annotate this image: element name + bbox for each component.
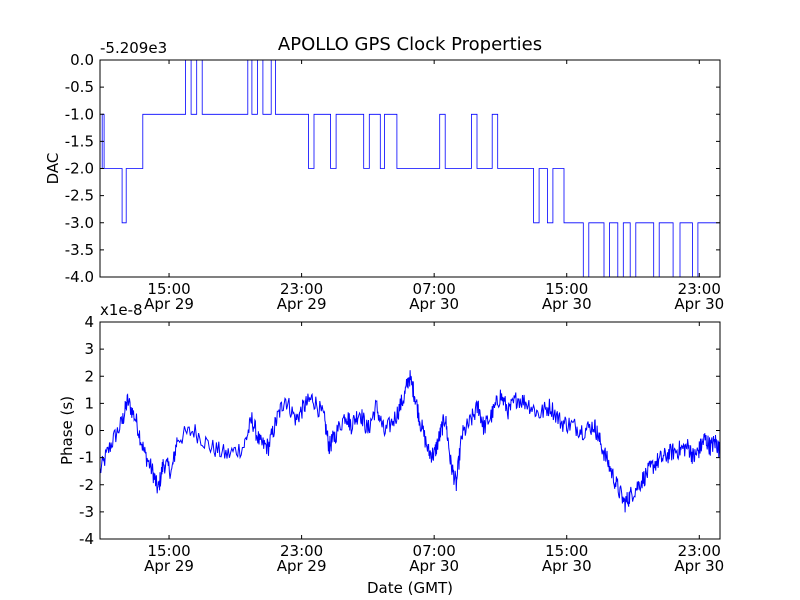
phase-x-tick-time: 15:00 bbox=[545, 542, 588, 560]
phase-x-tick-date: Apr 30 bbox=[674, 557, 724, 575]
phase-y-axis-label: Phase (s) bbox=[58, 396, 76, 465]
dac-y-tick-label: -3.0 bbox=[65, 214, 94, 232]
phase-x-tick-date: Apr 30 bbox=[409, 557, 459, 575]
phase-x-tick-time: 23:00 bbox=[678, 542, 721, 560]
phase-y-tick-label: -4 bbox=[79, 530, 94, 548]
dac-panel: 0.0 -0.5 -1.0 -1.5 -2.0 -2.5 -3.0 -3.5 -4.0 15:0… bbox=[44, 39, 724, 313]
x-axis-label: Date (GMT) bbox=[367, 579, 453, 597]
phase-y-tick-label: 3 bbox=[84, 340, 94, 358]
dac-x-tick-date: Apr 30 bbox=[674, 295, 724, 313]
chart-title: APOLLO GPS Clock Properties bbox=[278, 34, 542, 55]
dac-y-tick-label: 0.0 bbox=[70, 51, 94, 69]
phase-offset-label: x1e-8 bbox=[100, 301, 143, 319]
dac-y-tick-label: -4.0 bbox=[65, 268, 94, 286]
phase-x-tick-date: Apr 30 bbox=[542, 557, 592, 575]
dac-y-tick-label: -0.5 bbox=[65, 78, 94, 96]
phase-x-tick-time: 15:00 bbox=[147, 542, 190, 560]
dac-x-tick-time: 23:00 bbox=[678, 280, 721, 298]
dac-y-tick-label: -1.5 bbox=[65, 132, 94, 150]
dac-x-tick-time: 15:00 bbox=[545, 280, 588, 298]
dac-x-tick-time: 15:00 bbox=[147, 280, 190, 298]
phase-y-tick-label: 0 bbox=[84, 422, 94, 440]
phase-axes-frame bbox=[99, 321, 721, 540]
phase-x-tick-date: Apr 29 bbox=[277, 557, 327, 575]
dac-x-tick-date: Apr 30 bbox=[542, 295, 592, 313]
phase-x-tick-time: 23:00 bbox=[280, 542, 323, 560]
phase-series-line bbox=[99, 370, 721, 513]
phase-y-tick-label: -2 bbox=[79, 476, 94, 494]
dac-y-tick-label: -2.0 bbox=[65, 160, 94, 178]
dac-x-tick-date: Apr 30 bbox=[409, 295, 459, 313]
dac-offset-label: -5.209e3 bbox=[100, 39, 167, 57]
phase-y-ticks: 4 3 2 1 0 -1 -2 -3 -4 bbox=[79, 313, 720, 548]
dac-x-tick-date: Apr 29 bbox=[277, 295, 327, 313]
phase-x-tick-time: 07:00 bbox=[413, 542, 456, 560]
dac-series-line bbox=[100, 59, 720, 278]
phase-x-tick-date: Apr 29 bbox=[144, 557, 194, 575]
dac-y-tick-label: -2.5 bbox=[65, 187, 94, 205]
dac-y-ticks: 0.0 -0.5 -1.0 -1.5 -2.0 -2.5 -3.0 -3.5 -4.0 bbox=[65, 51, 720, 286]
dac-x-tick-time: 07:00 bbox=[413, 280, 456, 298]
dac-y-tick-label: -3.5 bbox=[65, 241, 94, 259]
dac-y-tick-label: -1.0 bbox=[65, 105, 94, 123]
phase-y-tick-label: 4 bbox=[84, 313, 94, 331]
dac-x-tick-time: 23:00 bbox=[280, 280, 323, 298]
dac-x-tick-date: Apr 29 bbox=[144, 295, 194, 313]
phase-y-tick-label: 1 bbox=[84, 394, 94, 412]
phase-y-tick-label: -1 bbox=[79, 449, 94, 467]
dac-y-axis-label: DAC bbox=[44, 153, 62, 185]
phase-y-tick-label: 2 bbox=[84, 367, 94, 385]
phase-y-tick-label: -3 bbox=[79, 503, 94, 521]
